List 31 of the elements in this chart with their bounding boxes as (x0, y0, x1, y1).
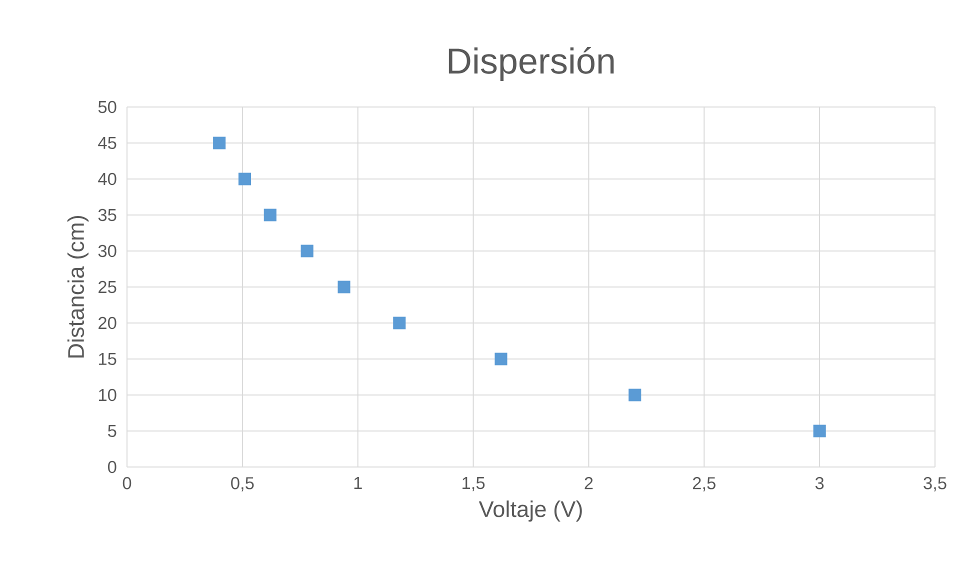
point (494, 352, 508, 366)
point (393, 316, 406, 330)
y-tick-label: 35 (98, 208, 116, 222)
y-tick-label: 15 (99, 352, 116, 366)
y-tick-label: 0 (108, 460, 116, 474)
x-tick-label: 0 (122, 477, 132, 490)
x-tick-label: 1 (354, 477, 362, 489)
point (300, 244, 314, 258)
x-tick-label: 3,5 (924, 477, 946, 492)
y-tick-label: 25 (98, 280, 116, 294)
x-axis-title: Voltaje (V) (478, 500, 582, 522)
point (338, 280, 350, 294)
y-tick-label: 45 (98, 136, 116, 150)
x-tick-label: 2,5 (692, 477, 716, 492)
y-tick-label: 30 (98, 244, 116, 258)
y-tick-label: 5 (108, 424, 116, 438)
y-tick-label: 50 (98, 100, 116, 114)
x-tick-label: 1,5 (462, 477, 485, 492)
y-tick-label: 20 (98, 316, 116, 330)
point (213, 136, 226, 150)
y-tick-label: 10 (99, 388, 116, 402)
y-axis-title: Distancia (cm) (67, 216, 89, 358)
y-tick-label: 40 (98, 172, 116, 186)
chart-title: Dispersión (448, 46, 614, 81)
x-tick-label: 2 (584, 477, 593, 490)
x-tick-label: 3 (815, 477, 824, 490)
point (628, 388, 642, 402)
point (264, 208, 276, 222)
point (238, 172, 252, 186)
x-tick-label: 0,5 (231, 477, 254, 492)
point (813, 424, 826, 438)
